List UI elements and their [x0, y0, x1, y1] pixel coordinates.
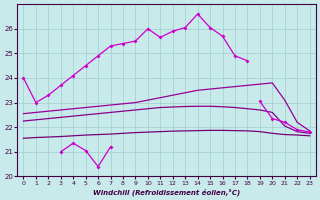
X-axis label: Windchill (Refroidissement éolien,°C): Windchill (Refroidissement éolien,°C): [93, 188, 240, 196]
